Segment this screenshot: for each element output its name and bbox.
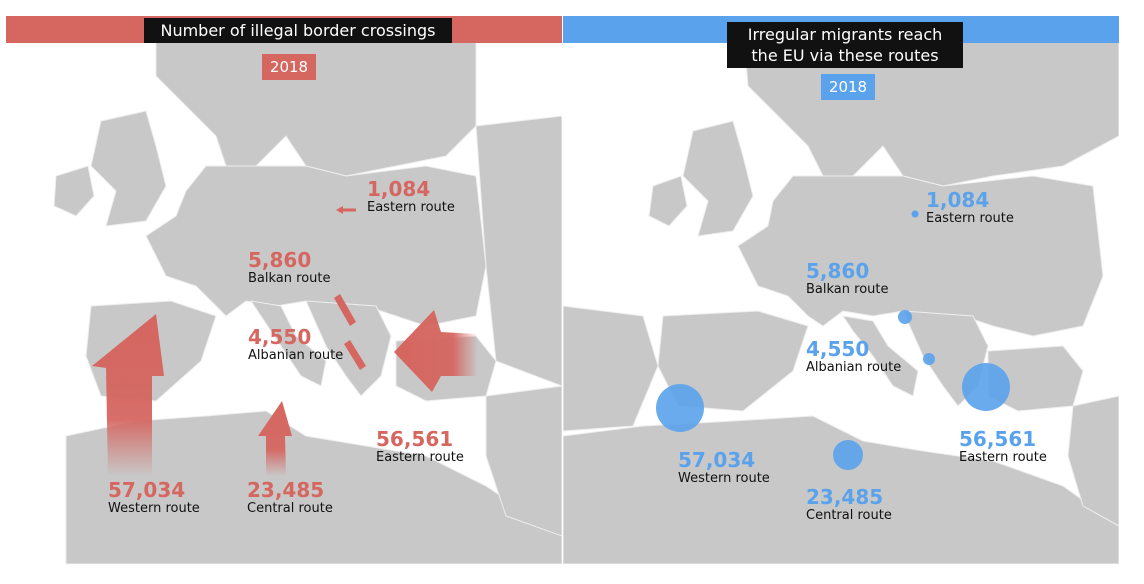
left-route-arrows (92, 206, 478, 476)
left-map-title: Number of illegal border crossings (144, 18, 452, 43)
label-western-route: 57,034 Western route (678, 449, 770, 487)
label-eastern-land-route: 1,084 Eastern route (367, 178, 455, 216)
left-year-badge: 2018 (262, 54, 316, 80)
title-line-1: Irregular migrants reach (747, 25, 943, 44)
western-route-bubble (656, 384, 704, 432)
right-route-bubbles (656, 210, 1010, 470)
route-name: Western route (678, 471, 770, 486)
balkan-route-bubble (898, 310, 912, 324)
value-albanian: 4,550 (806, 337, 870, 361)
route-name: Eastern route (959, 450, 1047, 465)
value-balkan: 5,860 (806, 259, 870, 283)
balkan-route-arrow (334, 294, 356, 326)
value-western: 57,034 (678, 448, 756, 472)
route-name: Albanian route (248, 348, 344, 363)
value-albanian: 4,550 (248, 325, 312, 349)
value-central: 23,485 (806, 485, 884, 509)
label-western-route: 57,034 Western route (108, 479, 200, 517)
eastern-sea-route-bubble (962, 363, 1010, 411)
label-albanian-route: 4,550 Albanian route (806, 338, 901, 376)
albanian-route-arrow (344, 340, 366, 370)
route-name: Central route (806, 508, 892, 523)
value-eastern-land: 1,084 (926, 188, 990, 212)
western-route-arrow (92, 314, 164, 476)
albanian-route-bubble (923, 353, 935, 365)
central-route-arrow (258, 401, 292, 476)
route-name: Eastern route (367, 200, 455, 215)
value-balkan: 5,860 (248, 248, 312, 272)
label-eastern-sea-route: 56,561 Eastern route (959, 428, 1047, 466)
central-route-bubble (833, 440, 863, 470)
label-central-route: 23,485 Central route (806, 486, 892, 524)
route-name: Western route (108, 501, 200, 516)
eastern-land-route-bubble (911, 210, 919, 218)
label-balkan-route: 5,860 Balkan route (806, 260, 888, 298)
label-albanian-route: 4,550 Albanian route (248, 326, 343, 364)
label-central-route: 23,485 Central route (247, 479, 333, 517)
left-map-panel: Number of illegal border crossings 2018 … (6, 16, 562, 564)
route-name: Eastern route (376, 450, 464, 465)
value-eastern-land: 1,084 (367, 177, 431, 201)
value-western: 57,034 (108, 478, 186, 502)
route-name: Eastern route (926, 211, 1014, 226)
route-name: Balkan route (806, 282, 889, 297)
value-eastern-sea: 56,561 (959, 427, 1037, 451)
route-name: Balkan route (248, 271, 331, 286)
title-line-2: the EU via these routes (751, 46, 939, 65)
route-name: Albanian route (806, 360, 902, 375)
route-name: Central route (247, 501, 333, 516)
label-eastern-sea-route: 56,561 Eastern route (376, 428, 464, 466)
label-balkan-route: 5,860 Balkan route (248, 249, 330, 287)
eastern-land-route-arrow (336, 206, 356, 214)
eastern-sea-route-arrow (394, 310, 478, 392)
right-map-title: Irregular migrants reach the EU via thes… (727, 22, 963, 68)
right-map-panel: Irregular migrants reach the EU via thes… (563, 16, 1119, 564)
label-eastern-land-route: 1,084 Eastern route (926, 189, 1014, 227)
right-year-badge: 2018 (821, 74, 875, 100)
value-eastern-sea: 56,561 (376, 427, 454, 451)
value-central: 23,485 (247, 478, 325, 502)
